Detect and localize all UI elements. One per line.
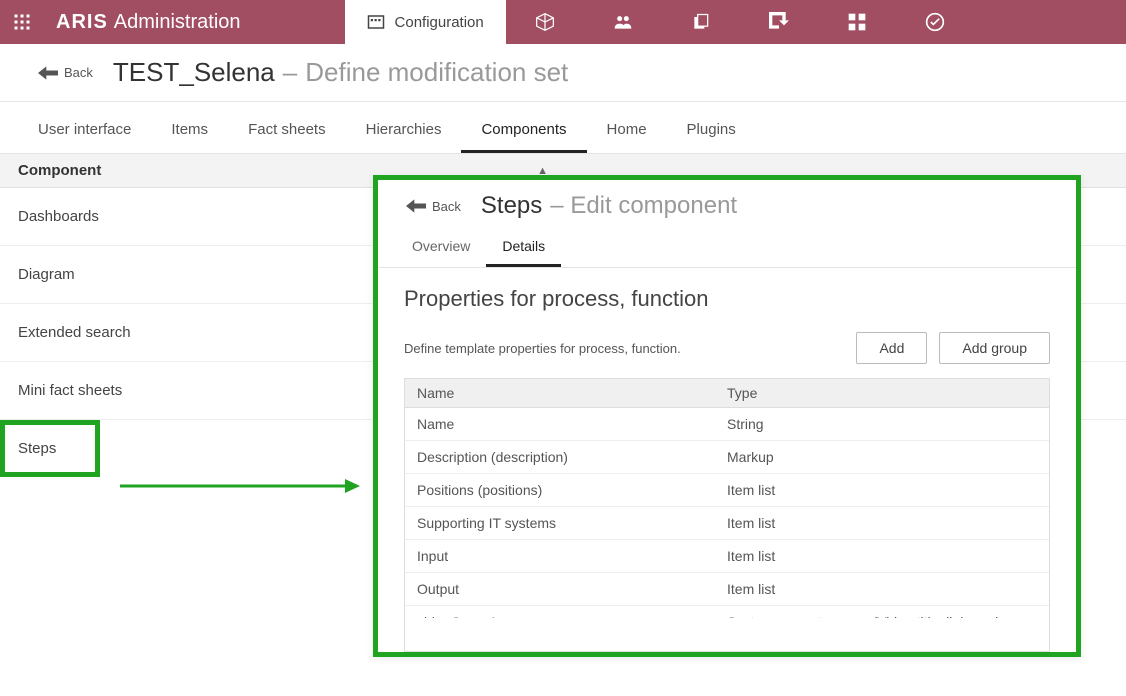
cell-name: Input: [405, 540, 715, 572]
top-icons: [506, 0, 1126, 44]
tab-components[interactable]: Components: [461, 107, 586, 153]
table-row[interactable]: Positions (positions)Item list: [405, 474, 1049, 507]
edit-component-panel: Back Steps – Edit component OverviewDeta…: [373, 175, 1081, 657]
table-body[interactable]: NameStringDescription (description)Marku…: [405, 408, 1049, 618]
cell-type: String: [715, 408, 1049, 440]
horizontal-tabs: User interfaceItemsFact sheetsHierarchie…: [0, 102, 1126, 154]
table-header: Name Type: [405, 379, 1049, 408]
table-row[interactable]: NameString: [405, 408, 1049, 441]
back-label: Back: [64, 65, 93, 80]
panel-title: Steps: [481, 192, 542, 220]
configuration-icon: [367, 13, 385, 31]
tab-plugins[interactable]: Plugins: [667, 107, 756, 153]
cell-name: Name: [405, 408, 715, 440]
table-row[interactable]: OutputItem list: [405, 573, 1049, 606]
tab-user-interface[interactable]: User interface: [18, 107, 151, 153]
page-subtitle: Define modification set: [305, 57, 568, 88]
panel-heading: Properties for process, function: [404, 286, 1050, 312]
panel-description: Define template properties for process, …: [404, 341, 681, 356]
back-arrow-icon: [38, 66, 58, 80]
cell-type: Item list: [715, 474, 1049, 506]
panel-back-label: Back: [432, 199, 461, 214]
panel-actions: Add Add group: [856, 332, 1050, 364]
export-icon[interactable]: [740, 0, 818, 44]
check-circle-icon[interactable]: [896, 0, 974, 44]
panel-tabs: OverviewDetails: [378, 228, 1076, 268]
table-row[interactable]: Supporting IT systemsItem list: [405, 507, 1049, 540]
apps-grid-icon[interactable]: [0, 13, 44, 31]
panel-subtitle: Edit component: [570, 192, 737, 219]
col-header-name: Name: [405, 379, 715, 407]
cell-type: Markup: [715, 441, 1049, 473]
cell-name: Positions (positions): [405, 474, 715, 506]
back-arrow-icon: [406, 199, 426, 213]
add-group-button[interactable]: Add group: [939, 332, 1050, 364]
cell-type: Item list: [715, 573, 1049, 605]
cell-name: videoGroup1: [405, 606, 715, 618]
cell-name: Supporting IT systems: [405, 507, 715, 539]
cell-type: Item list: [715, 507, 1049, 539]
brand: ARIS Administration: [44, 11, 265, 34]
nav-tab-configuration[interactable]: Configuration: [345, 0, 506, 44]
dashboard-icon[interactable]: [818, 0, 896, 44]
tab-hierarchies[interactable]: Hierarchies: [346, 107, 462, 153]
annotation-arrow: [120, 476, 360, 496]
cell-name: Description (description): [405, 441, 715, 473]
panel-description-row: Define template properties for process, …: [404, 332, 1050, 364]
back-button[interactable]: Back: [38, 65, 93, 80]
col-header-type: Type: [715, 379, 1049, 407]
panel-back-button[interactable]: Back: [406, 199, 461, 214]
documents-icon[interactable]: [662, 0, 740, 44]
add-button[interactable]: Add: [856, 332, 927, 364]
panel-tab-overview[interactable]: Overview: [396, 228, 486, 267]
tab-items[interactable]: Items: [151, 107, 228, 153]
page-title: TEST_Selena: [113, 57, 275, 88]
section-header-label: Component: [18, 162, 101, 179]
brand-strong: ARIS: [56, 11, 108, 34]
table-row[interactable]: Description (description)Markup: [405, 441, 1049, 474]
tab-home[interactable]: Home: [587, 107, 667, 153]
cell-type: Item list: [715, 540, 1049, 572]
cube-icon[interactable]: [506, 0, 584, 44]
panel-tab-details[interactable]: Details: [486, 228, 561, 267]
table-row[interactable]: videoGroup1System property group (Video …: [405, 606, 1049, 618]
component-item-steps[interactable]: Steps: [0, 420, 100, 477]
panel-header: Back Steps – Edit component: [378, 180, 1076, 228]
properties-table: Name Type NameStringDescription (descrip…: [404, 378, 1050, 652]
nav-tab-label: Configuration: [395, 14, 484, 31]
breadcrumb: Back TEST_Selena – Define modification s…: [0, 44, 1126, 102]
table-row[interactable]: InputItem list: [405, 540, 1049, 573]
crumb-separator: –: [283, 57, 297, 88]
panel-body: Properties for process, function Define …: [378, 268, 1076, 652]
cell-type: System property group (Video title, link…: [715, 606, 1049, 618]
tab-fact-sheets[interactable]: Fact sheets: [228, 107, 346, 153]
panel-separator: –: [550, 192, 563, 219]
cell-name: Output: [405, 573, 715, 605]
top-header: ARIS Administration Configuration: [0, 0, 1126, 44]
users-icon[interactable]: [584, 0, 662, 44]
brand-light: Administration: [114, 11, 241, 34]
